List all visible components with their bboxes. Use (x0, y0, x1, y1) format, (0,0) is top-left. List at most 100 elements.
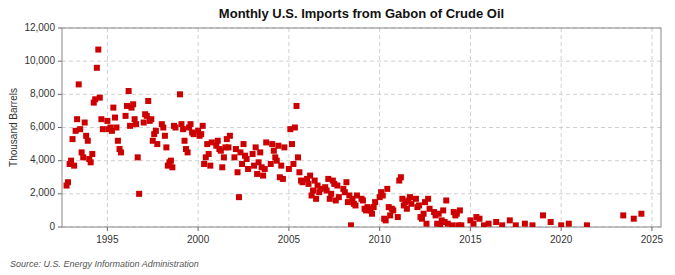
grid-line (470, 28, 471, 227)
point (407, 194, 413, 200)
point (236, 194, 242, 200)
tick-label: 2000 (187, 234, 210, 245)
point (486, 221, 492, 227)
point (104, 118, 110, 124)
grid-line (198, 28, 199, 227)
point (154, 141, 160, 147)
tick-label: 6,000 (30, 121, 55, 132)
point (188, 121, 194, 127)
point (219, 164, 225, 170)
point (80, 154, 86, 160)
grid-line (62, 160, 661, 161)
point (95, 47, 101, 53)
point (369, 211, 375, 217)
point (244, 156, 250, 162)
point (225, 144, 231, 150)
tick-mark (58, 227, 62, 228)
grid (62, 28, 661, 227)
tick-mark (58, 193, 62, 194)
point (348, 222, 354, 227)
point (416, 202, 422, 208)
tick-mark (470, 227, 471, 231)
point (278, 163, 284, 169)
point (294, 103, 300, 109)
point (476, 216, 482, 222)
point (295, 154, 301, 160)
point (296, 169, 302, 175)
point (493, 219, 499, 225)
tick-mark (379, 227, 380, 231)
point (85, 138, 91, 144)
tick-label: 2010 (369, 234, 392, 245)
point (558, 222, 564, 227)
source-note: Source: U.S. Energy Information Administ… (10, 259, 199, 269)
tick-label: 2005 (278, 234, 301, 245)
point (180, 126, 186, 132)
tick-mark (58, 28, 62, 29)
point (177, 91, 183, 97)
point (97, 95, 103, 101)
point (254, 171, 260, 177)
point (289, 141, 295, 147)
point (76, 81, 82, 87)
axes: 02,0004,0006,0008,00010,00012,0001995200… (24, 22, 663, 245)
point (201, 161, 207, 167)
point (172, 125, 178, 131)
point (182, 138, 188, 144)
point (262, 166, 268, 172)
tick-label: 2020 (550, 234, 573, 245)
point (522, 221, 528, 227)
point (162, 133, 168, 139)
point (449, 222, 455, 227)
grid-line (62, 193, 661, 194)
point (94, 65, 100, 71)
tick-mark (58, 160, 62, 161)
point (198, 131, 204, 137)
tick-mark (58, 94, 62, 95)
point (443, 197, 449, 203)
point (305, 181, 311, 187)
point (631, 216, 637, 222)
point (638, 211, 644, 217)
tick-label: 4,000 (30, 154, 55, 165)
point (88, 159, 94, 165)
point (425, 196, 431, 202)
point (440, 207, 446, 213)
point (257, 149, 263, 155)
point (207, 163, 213, 169)
point (118, 149, 124, 155)
point (313, 196, 319, 202)
point (360, 197, 366, 203)
grid-line (62, 61, 661, 62)
point (71, 163, 77, 169)
point (245, 166, 251, 172)
point (74, 116, 80, 122)
tick-label: 0 (49, 221, 55, 232)
point (421, 211, 427, 217)
point (168, 158, 174, 164)
point (136, 191, 142, 197)
point (200, 123, 206, 129)
tick-label: 2015 (459, 234, 482, 245)
point (566, 221, 572, 227)
point (470, 221, 476, 227)
axis-label: Thousand Barrels (8, 88, 19, 167)
point (423, 221, 429, 227)
tick-mark (288, 227, 289, 231)
tick-label: 2025 (641, 234, 664, 245)
point (241, 141, 247, 147)
point (540, 212, 546, 218)
tick-mark (651, 227, 652, 231)
points (64, 47, 645, 227)
point (221, 154, 227, 160)
point (398, 174, 404, 180)
chart: 02,0004,0006,0008,00010,00012,0001995200… (0, 0, 675, 275)
point (206, 151, 212, 157)
point (292, 125, 298, 131)
point (89, 151, 95, 157)
point (529, 222, 535, 227)
point (145, 98, 151, 104)
point (395, 214, 401, 220)
point (275, 143, 281, 149)
point (384, 186, 390, 192)
